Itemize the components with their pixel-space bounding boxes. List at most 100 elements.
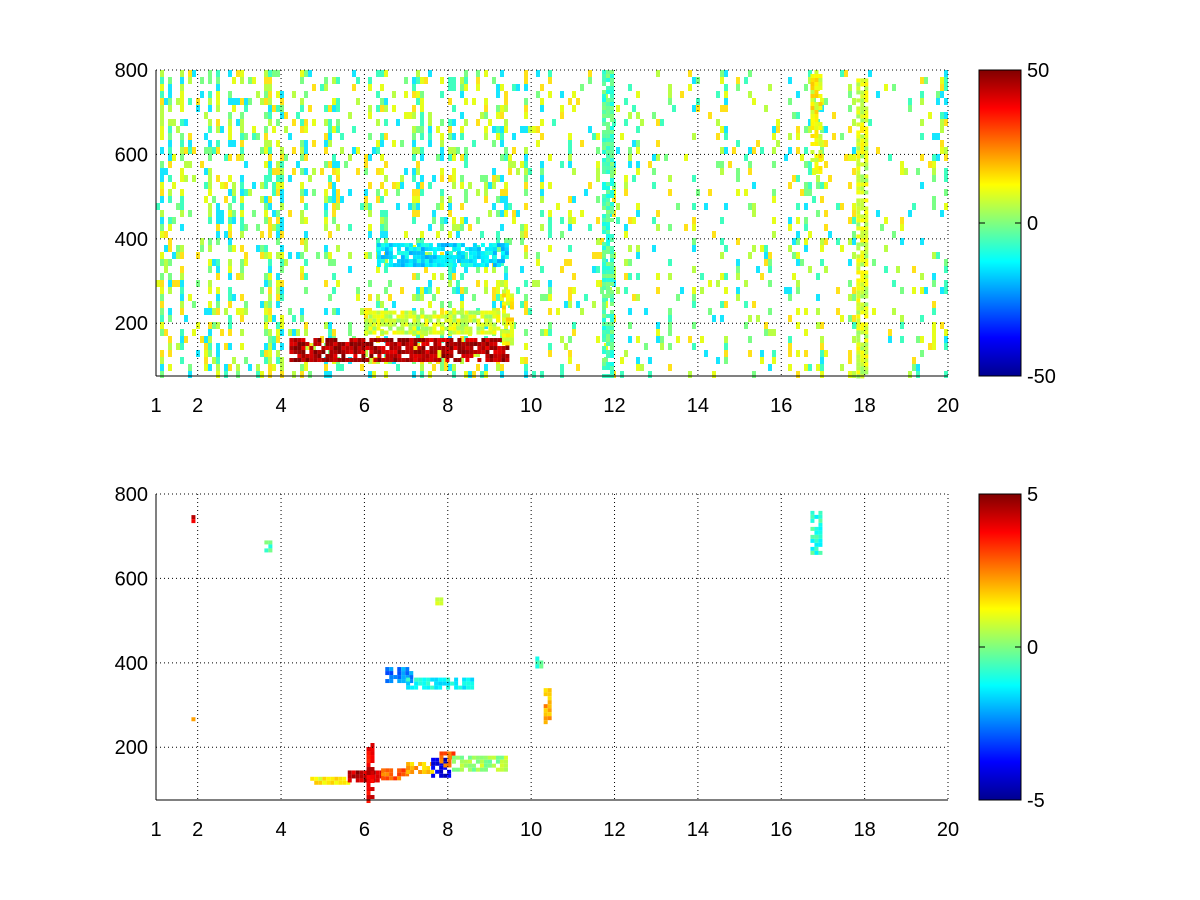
background-cell [568,196,572,203]
heatmap-cell [810,86,815,90]
background-cell [328,161,332,168]
heatmap-cell [472,251,477,256]
heatmap-cell [606,230,611,234]
background-cell [524,301,528,308]
background-cell [264,315,268,322]
background-cell [472,98,476,105]
background-cell [180,105,184,112]
heatmap-cell [401,667,406,672]
background-cell [280,364,284,371]
background-cell [484,70,488,77]
heatmap-cell [388,322,393,327]
background-cell [744,301,748,308]
background-cell [268,273,272,280]
background-cell [276,210,280,217]
heatmap-cell [345,358,350,363]
x-tick-label: 2 [192,395,203,417]
background-cell [624,189,628,196]
heatmap-cell [606,290,611,294]
background-cell [500,210,504,217]
heatmap-cell [437,346,442,351]
background-cell [304,147,308,154]
background-cell [636,147,640,154]
background-cell [208,280,212,287]
background-cell [568,154,572,161]
background-cell [748,70,752,77]
heatmap-cell [602,146,607,150]
heatmap-cell [412,259,417,264]
background-cell [356,168,360,175]
background-cell [628,308,632,315]
background-cell [540,371,544,378]
heatmap-cell [499,755,504,760]
background-cell [428,140,432,147]
background-cell [440,357,444,364]
heatmap-cell [602,306,607,310]
heatmap-cell [351,774,356,779]
background-cell [192,70,196,77]
heatmap-cell [353,346,358,351]
background-cell [276,336,280,343]
background-cell [564,343,568,350]
background-cell [656,119,660,126]
heatmap-cell [860,114,865,119]
background-cell [456,147,460,154]
background-cell [176,126,180,133]
background-cell [336,280,340,287]
background-cell [332,259,336,266]
heatmap-cell [441,346,446,351]
background-cell [324,210,328,217]
heatmap-cell [860,146,865,151]
background-cell [492,182,496,189]
heatmap-cell [313,338,318,343]
background-cell [380,105,384,112]
heatmap-cell [436,314,441,319]
heatmap-cell [389,342,394,347]
heatmap-cell [471,763,476,768]
background-cell [268,294,272,301]
background-cell [280,182,284,189]
heatmap-cell [370,759,375,764]
heatmap-cell [818,542,823,547]
heatmap-cell [412,310,417,315]
heatmap-cell [416,251,421,256]
background-cell [524,231,528,238]
background-cell [276,252,280,259]
background-cell [592,252,596,259]
heatmap-cell [493,354,498,359]
background-cell [648,357,652,364]
heatmap-cell [435,601,440,606]
background-cell [540,294,544,301]
heatmap-cell [484,314,489,319]
heatmap-cell [606,90,611,94]
background-cell [300,126,304,133]
heatmap-cell [465,354,470,359]
heatmap-cell [860,94,865,99]
background-cell [932,280,936,287]
heatmap-cell [409,342,414,347]
background-cell [216,84,220,91]
heatmap-cell [396,263,401,268]
background-cell [240,203,244,210]
heatmap-cell [406,762,411,767]
background-cell [292,168,296,175]
heatmap-cell [856,90,861,95]
heatmap-cell [289,350,294,355]
background-cell [520,231,524,238]
heatmap-cell [385,671,390,676]
background-cell [368,133,372,140]
background-cell [400,140,404,147]
background-cell [412,105,416,112]
heatmap-cell [401,350,406,355]
background-cell [240,210,244,217]
background-cell [348,189,352,196]
heatmap-cell [493,346,498,351]
heatmap-cell [388,310,393,315]
heatmap-cell [606,322,611,326]
background-cell [324,224,328,231]
heatmap-cell [856,158,861,163]
heatmap-cell [373,338,378,343]
heatmap-cell [610,110,615,114]
heatmap-cell [814,526,819,531]
heatmap-cell [856,290,861,295]
